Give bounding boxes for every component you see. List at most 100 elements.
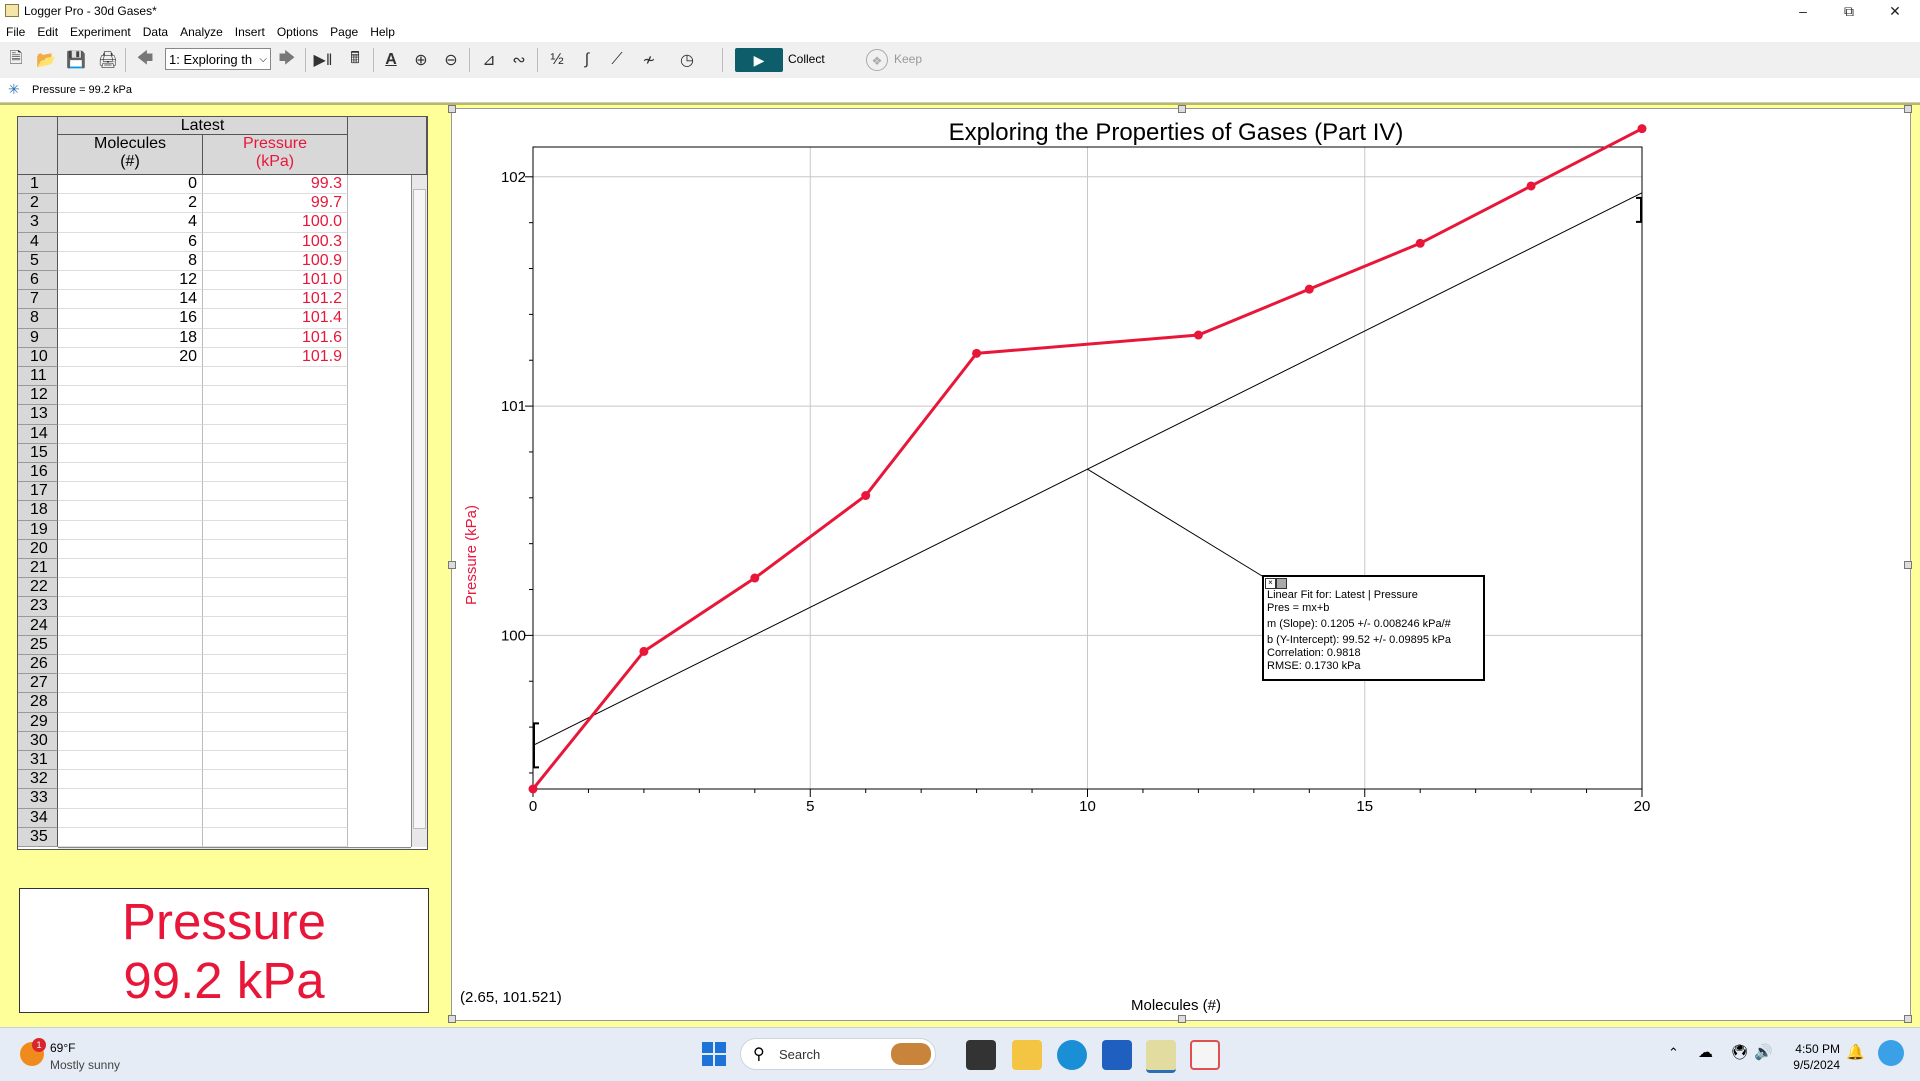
table-row[interactable]: 11 [18, 367, 411, 387]
molecules-cell[interactable] [58, 789, 203, 809]
row-number[interactable]: 35 [18, 827, 58, 847]
timer-icon[interactable]: ◷ [680, 52, 694, 69]
data-point[interactable] [1415, 238, 1425, 248]
pressure-cell[interactable]: 101.0 [203, 271, 348, 291]
logger-pro-taskbar-icon[interactable] [1146, 1040, 1176, 1073]
row-number[interactable]: 24 [18, 616, 58, 636]
row-number[interactable]: 2 [18, 194, 58, 214]
edge-browser-icon[interactable] [1057, 1040, 1087, 1070]
y-axis-label[interactable]: Pressure (kPa) [463, 505, 480, 605]
table-row[interactable]: 18 [18, 501, 411, 521]
molecules-column-header[interactable]: Molecules (#) [58, 135, 203, 175]
resize-handle-ne[interactable] [1904, 105, 1912, 113]
row-number[interactable]: 12 [18, 386, 58, 406]
menu-analyze[interactable]: Analyze [180, 25, 223, 39]
restore-button[interactable]: ⧉ [1844, 3, 1854, 19]
molecules-cell[interactable] [58, 443, 203, 463]
row-number[interactable]: 27 [18, 674, 58, 694]
row-number[interactable]: 23 [18, 597, 58, 617]
molecules-cell[interactable] [58, 808, 203, 828]
pressure-cell[interactable] [203, 770, 348, 790]
table-row[interactable]: 19 [18, 520, 411, 540]
row-number[interactable]: 13 [18, 405, 58, 425]
molecules-cell[interactable]: 16 [58, 309, 203, 329]
pressure-cell[interactable] [203, 751, 348, 771]
data-point[interactable] [1193, 330, 1203, 340]
pressure-cell[interactable] [203, 367, 348, 387]
row-number[interactable]: 21 [18, 559, 58, 579]
pressure-cell[interactable] [203, 443, 348, 463]
molecules-cell[interactable] [58, 827, 203, 847]
pressure-column-header[interactable]: Pressure (kPa) [203, 135, 348, 175]
row-number[interactable]: 1 [18, 175, 58, 195]
statistics-icon[interactable]: ½ [550, 51, 564, 68]
table-row[interactable]: 7 14 101.2 [18, 290, 411, 310]
molecules-cell[interactable] [58, 674, 203, 694]
data-table[interactable]: Latest Molecules (#) Pressure (kPa) 1 0 99… [17, 116, 428, 850]
curve-fit-icon[interactable]: ≁ [642, 52, 656, 69]
row-number[interactable]: 32 [18, 770, 58, 790]
pressure-cell[interactable] [203, 789, 348, 809]
table-row[interactable]: 4 6 100.3 [18, 232, 411, 252]
menu-help[interactable]: Help [370, 25, 395, 39]
row-number[interactable]: 14 [18, 424, 58, 444]
pressure-cell[interactable] [203, 559, 348, 579]
molecules-cell[interactable] [58, 520, 203, 540]
close-icon[interactable]: × [1265, 578, 1276, 589]
molecules-cell[interactable]: 20 [58, 347, 203, 367]
table-row[interactable]: 6 12 101.0 [18, 271, 411, 291]
row-number[interactable]: 18 [18, 501, 58, 521]
table-row[interactable]: 12 [18, 386, 411, 406]
row-number[interactable]: 10 [18, 347, 58, 367]
pressure-cell[interactable] [203, 731, 348, 751]
pressure-cell[interactable] [203, 655, 348, 675]
network-icon[interactable]: 🖲 [1730, 1044, 1750, 1061]
table-row[interactable]: 27 [18, 674, 411, 694]
menu-options[interactable]: Options [276, 25, 319, 39]
close-button[interactable]: ✕ [1889, 3, 1901, 19]
chart-svg[interactable]: Exploring the Properties of Gases (Part … [452, 109, 1910, 1020]
integral-icon[interactable]: ∫ [584, 51, 590, 68]
keep-icon[interactable]: ❖ [866, 49, 888, 71]
row-number[interactable]: 3 [18, 213, 58, 233]
collect-button[interactable]: ▶ [735, 48, 783, 72]
table-row[interactable]: 15 [18, 443, 411, 463]
resize-handle-s[interactable] [1178, 1015, 1186, 1023]
molecules-cell[interactable] [58, 693, 203, 713]
table-row[interactable]: 3 4 100.0 [18, 213, 411, 233]
notification-bell-icon[interactable]: 🔔 [1846, 1044, 1865, 1061]
molecules-cell[interactable] [58, 751, 203, 771]
molecules-cell[interactable] [58, 597, 203, 617]
molecules-cell[interactable]: 0 [58, 175, 203, 195]
table-row[interactable]: 17 [18, 482, 411, 502]
row-number[interactable]: 33 [18, 789, 58, 809]
table-row[interactable]: 24 [18, 616, 411, 636]
table-row[interactable]: 2 2 99.7 [18, 194, 411, 214]
molecules-cell[interactable] [58, 463, 203, 483]
menu-experiment[interactable]: Experiment [70, 25, 131, 39]
clock-time[interactable]: 4:50 PM [1795, 1042, 1840, 1056]
minimize-button[interactable]: – [1799, 3, 1807, 19]
data-point[interactable] [1304, 284, 1314, 294]
zoom-out-icon[interactable]: ⊖ [444, 52, 458, 69]
resize-handle-nw[interactable] [448, 105, 456, 113]
linear-fit-box[interactable]: × Linear Fit for: Latest | Pressure Pres… [1262, 575, 1485, 681]
molecules-cell[interactable] [58, 559, 203, 579]
pressure-cell[interactable] [203, 674, 348, 694]
row-number[interactable]: 5 [18, 251, 58, 271]
resize-handle-n[interactable] [1178, 105, 1186, 113]
chevron-up-icon[interactable]: ⌃ [1668, 1045, 1679, 1060]
new-file-icon[interactable]: 🗎 [9, 49, 23, 67]
molecules-cell[interactable] [58, 655, 203, 675]
row-number[interactable]: 28 [18, 693, 58, 713]
molecules-cell[interactable]: 2 [58, 194, 203, 214]
cloud-icon[interactable]: ☁ [1698, 1044, 1713, 1061]
volume-icon[interactable]: 🔊 [1754, 1044, 1773, 1061]
pressure-cell[interactable] [203, 405, 348, 425]
table-row[interactable]: 8 16 101.4 [18, 309, 411, 329]
clock-date[interactable]: 9/5/2024 [1793, 1058, 1840, 1072]
row-number[interactable]: 8 [18, 309, 58, 329]
table-icon[interactable]: ▶‖ [313, 52, 333, 69]
molecules-cell[interactable] [58, 405, 203, 425]
pressure-cell[interactable]: 99.7 [203, 194, 348, 214]
